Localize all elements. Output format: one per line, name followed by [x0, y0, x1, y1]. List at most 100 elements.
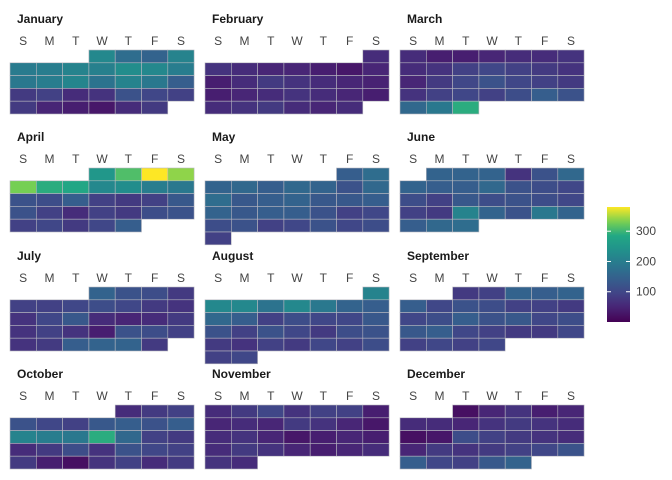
day-cell	[452, 180, 480, 194]
weekday-label: M	[44, 152, 54, 166]
day-cell	[504, 193, 532, 207]
weekday-label: S	[19, 271, 27, 285]
weekday-label: T	[462, 152, 470, 166]
month-panel-march: March S M T W T F S	[399, 12, 585, 115]
day-cell	[309, 337, 337, 352]
day-cell	[309, 193, 337, 207]
day-cell	[478, 206, 506, 220]
day-cell	[478, 404, 506, 419]
day-cell	[283, 404, 311, 419]
day-cell	[204, 404, 232, 419]
day-cell	[167, 430, 195, 444]
month-title: June	[407, 130, 435, 144]
day-cell	[167, 75, 195, 89]
day-cell	[114, 404, 142, 419]
day-cell	[62, 443, 90, 457]
day-cell	[231, 350, 258, 365]
day-cell	[62, 430, 90, 444]
colorbar-tick-label: 200	[636, 254, 656, 268]
month-title: February	[212, 12, 264, 26]
day-cell	[167, 455, 195, 470]
day-cell	[452, 49, 480, 64]
day-cell	[231, 404, 258, 419]
day-cell	[425, 443, 453, 457]
day-cell	[231, 430, 258, 444]
day-cell	[9, 312, 37, 326]
day-cell	[9, 443, 37, 457]
day-cell	[336, 430, 364, 444]
day-cell	[114, 430, 142, 444]
month-title: December	[407, 367, 465, 381]
weekday-label: S	[177, 271, 185, 285]
weekday-label: F	[151, 389, 158, 403]
day-cell	[336, 404, 364, 419]
day-cell	[425, 325, 453, 339]
weekday-label: S	[567, 389, 575, 403]
day-cell	[231, 312, 258, 326]
month-title: July	[17, 249, 41, 263]
day-cell	[167, 299, 195, 313]
day-cell	[531, 75, 559, 89]
day-cell	[336, 299, 364, 313]
day-cell	[399, 206, 427, 220]
day-cell	[309, 62, 337, 76]
day-cell	[362, 167, 390, 182]
day-cell	[88, 180, 116, 194]
day-cell	[231, 299, 258, 313]
day-cell	[167, 404, 195, 419]
day-cell	[504, 325, 532, 339]
day-cell	[35, 312, 63, 326]
day-cell	[35, 180, 63, 194]
day-cell	[9, 88, 37, 102]
weekday-label: M	[434, 389, 444, 403]
day-cell	[257, 88, 285, 102]
day-cell	[9, 62, 37, 76]
weekday-label: M	[239, 389, 249, 403]
day-cell	[167, 167, 195, 182]
weekday-label: W	[486, 34, 498, 48]
day-cell	[452, 206, 480, 220]
day-cell	[283, 218, 311, 233]
weekday-label: W	[96, 152, 108, 166]
day-cell	[114, 206, 142, 220]
day-cell	[88, 193, 116, 207]
day-cell	[504, 312, 532, 326]
day-cell	[531, 417, 559, 431]
day-cell	[362, 443, 390, 457]
day-cell	[336, 443, 364, 457]
day-cell	[9, 417, 37, 431]
day-cell	[9, 206, 37, 220]
day-cell	[35, 75, 63, 89]
day-cell	[336, 325, 364, 339]
day-cell	[399, 62, 427, 76]
day-cell	[362, 299, 390, 313]
day-cell	[35, 417, 63, 431]
day-cell	[9, 193, 37, 207]
weekday-label: T	[72, 152, 80, 166]
day-cell	[141, 312, 169, 326]
day-cell	[399, 180, 427, 194]
day-cell	[114, 312, 142, 326]
day-cell	[425, 49, 453, 64]
day-cell	[504, 455, 532, 470]
day-cell	[114, 193, 142, 207]
weekday-label: M	[44, 389, 54, 403]
day-cell	[309, 180, 337, 194]
day-cell	[399, 430, 427, 444]
month-title: April	[17, 130, 44, 144]
day-cell	[425, 337, 453, 352]
month-panel-february: February S M T W T F S	[204, 12, 390, 115]
day-cell	[557, 325, 585, 339]
day-cell	[231, 62, 258, 76]
day-cell	[399, 193, 427, 207]
day-cell	[114, 180, 142, 194]
day-cell	[231, 100, 258, 115]
day-cell	[62, 100, 90, 115]
day-cell	[309, 218, 337, 233]
day-cell	[35, 443, 63, 457]
weekday-label: S	[214, 152, 222, 166]
weekday-label: W	[96, 271, 108, 285]
day-cell	[283, 88, 311, 102]
day-cell	[88, 100, 116, 115]
day-cell	[257, 206, 285, 220]
